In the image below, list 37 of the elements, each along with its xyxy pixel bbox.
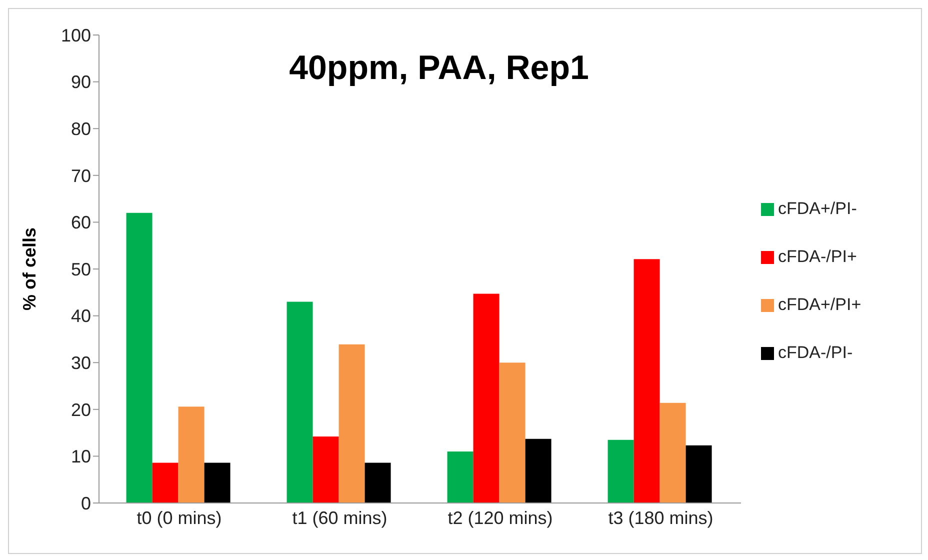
bar: [178, 406, 204, 503]
y-tick-label: 20: [70, 400, 91, 420]
bar: [660, 402, 686, 503]
legend-label: cFDA-/PI-: [778, 343, 853, 362]
y-tick-label: 80: [70, 118, 91, 139]
x-tick-label: t2 (120 mins): [448, 508, 553, 528]
y-tick-label: 40: [70, 306, 91, 326]
bar: [686, 445, 712, 503]
bar: [312, 436, 339, 503]
bar: [126, 212, 152, 503]
bar: [473, 294, 500, 503]
bar: [152, 462, 178, 503]
y-tick-label: 60: [70, 212, 91, 233]
legend-label: cFDA+/PI-: [778, 199, 857, 218]
y-tick-label: 100: [60, 25, 91, 46]
bar: [608, 440, 634, 503]
bar: [286, 302, 313, 503]
bar: [634, 259, 660, 503]
x-tick-label: t0 (0 mins): [136, 508, 222, 528]
y-axis-title: % of cells: [19, 227, 40, 311]
y-tick-label: 90: [70, 72, 91, 92]
bar: [338, 344, 365, 503]
bar: [447, 452, 474, 503]
bar: [364, 462, 391, 503]
legend-label: cFDA+/PI+: [778, 295, 862, 314]
legend-label: cFDA-/PI+: [778, 247, 857, 266]
bar: [525, 438, 552, 503]
chart-title: 40ppm, PAA, Rep1: [288, 49, 590, 88]
bar: [204, 462, 230, 503]
y-tick-label: 50: [70, 259, 91, 280]
y-tick-label: 30: [70, 352, 91, 373]
y-tick-label: 10: [70, 446, 91, 467]
bar: [499, 362, 526, 503]
x-tick-label: t3 (180 mins): [608, 508, 714, 528]
y-tick-label: 0: [80, 493, 91, 514]
y-tick-label: 70: [70, 166, 91, 186]
x-tick-label: t1 (60 mins): [292, 508, 388, 528]
